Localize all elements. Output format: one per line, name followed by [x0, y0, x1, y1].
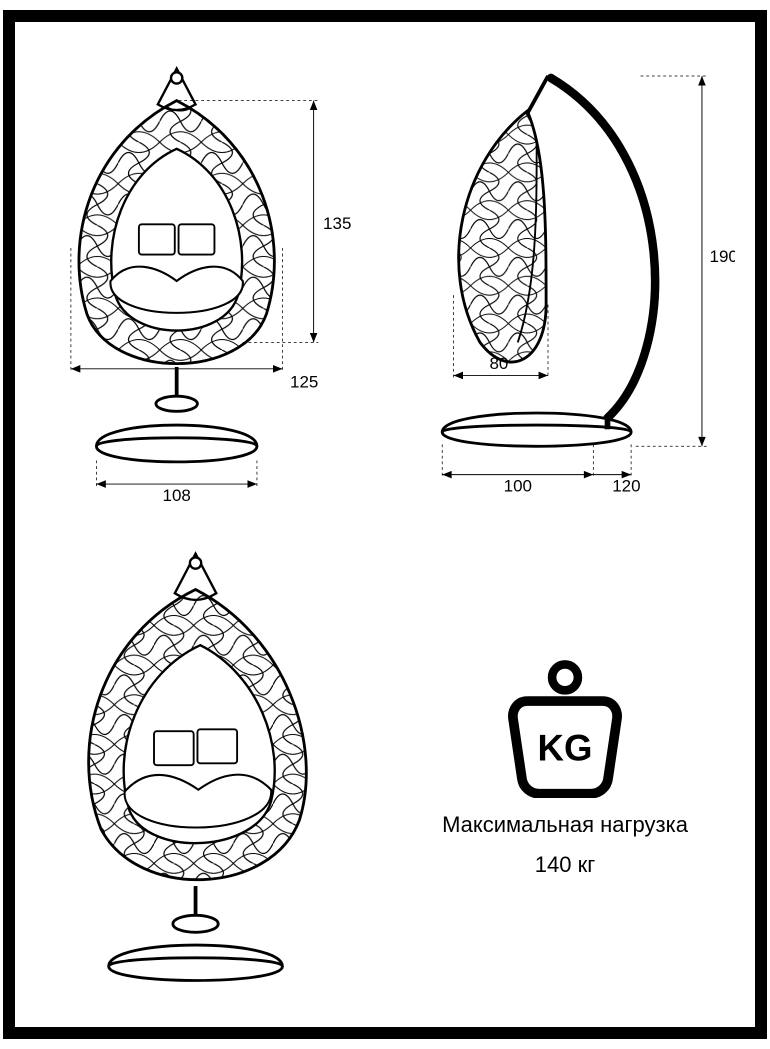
perspective-view [35, 540, 375, 998]
dim-total-height: 190 [710, 247, 736, 266]
diagram-frame: 135 125 108 [3, 10, 767, 1039]
dim-base-width: 108 [163, 486, 191, 505]
max-load-panel: KG Максимальная нагрузка 140 кг [395, 540, 735, 998]
dim-base-outer: 120 [612, 476, 640, 495]
side-view-svg: 190 80 100 120 [395, 56, 735, 506]
dim-base-inner: 100 [504, 476, 532, 495]
max-load-value: 140 кг [535, 852, 595, 878]
side-view: 190 80 100 120 [395, 52, 735, 510]
front-view-svg: 135 125 108 [35, 56, 375, 506]
max-load-label: Максимальная нагрузка [442, 812, 688, 838]
dim-pod-depth: 80 [489, 354, 508, 373]
perspective-view-svg [35, 543, 375, 993]
dim-pod-height: 135 [323, 214, 351, 233]
front-view: 135 125 108 [35, 52, 375, 510]
dim-pod-width: 125 [290, 372, 318, 391]
kg-glyph: KG [538, 728, 593, 769]
weight-icon: KG [500, 658, 630, 798]
